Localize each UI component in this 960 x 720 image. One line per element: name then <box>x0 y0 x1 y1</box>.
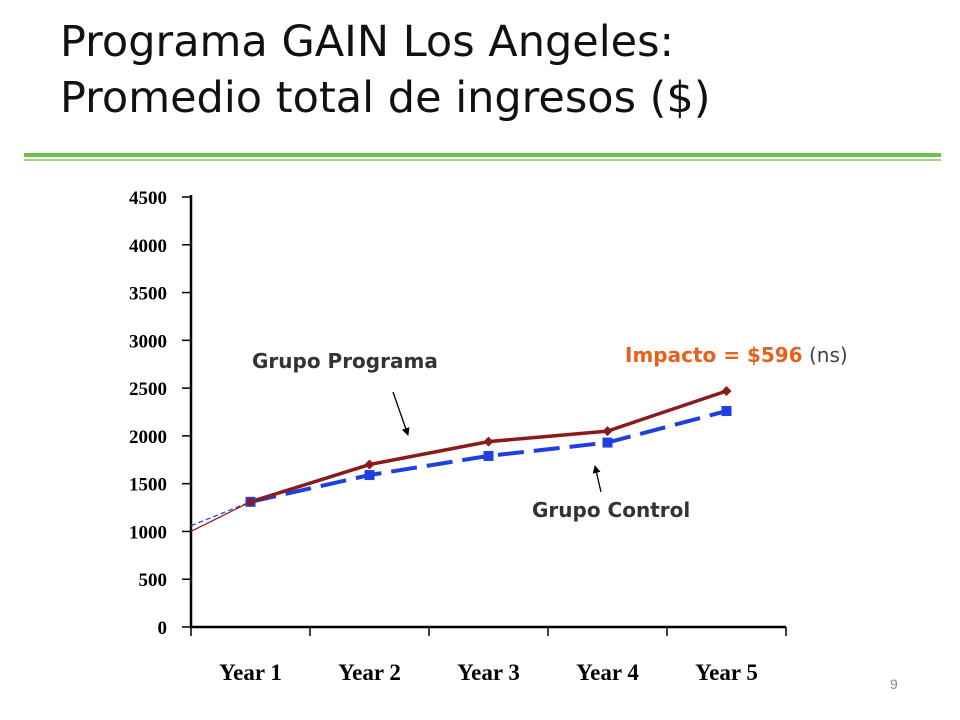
programa-point-marker <box>602 426 613 437</box>
x-category-label: Year 3 <box>457 660 520 685</box>
programa-annotation: Grupo Programa <box>252 349 438 373</box>
series-line-grupo-control <box>250 409 728 504</box>
impact-prefix: Impacto = <box>625 343 747 367</box>
control-lead-in-line <box>190 501 251 527</box>
y-tick-label: 4500 <box>129 188 167 209</box>
programa-point-marker <box>483 436 494 447</box>
y-tick-label: 4000 <box>129 236 167 257</box>
y-tick-label: 1500 <box>129 475 167 496</box>
programa-lead-in-line <box>190 501 251 532</box>
y-tick-label: 500 <box>139 570 168 591</box>
x-category-label: Year 1 <box>219 660 282 685</box>
slide-title-line1: Programa GAIN Los Angeles: <box>60 17 674 67</box>
slide-title: Programa GAIN Los Angeles: Promedio tota… <box>60 14 920 126</box>
programa-point-marker <box>364 459 375 470</box>
programa-point-marker <box>721 385 732 396</box>
x-category-label: Year 2 <box>338 660 401 685</box>
y-tick-label: 1000 <box>129 522 167 543</box>
y-tick-label: 3000 <box>129 331 167 352</box>
impact-suffix: (ns) <box>803 343 848 367</box>
x-category-label: Year 4 <box>576 660 639 685</box>
slide-title-line2: Promedio total de ingresos ($) <box>60 73 711 123</box>
y-tick-label: 3500 <box>129 284 167 305</box>
programa-point-marker <box>245 496 256 507</box>
title-divider-thick <box>24 153 941 157</box>
control-point-marker <box>364 470 375 481</box>
control-annotation-arrow <box>592 465 602 493</box>
x-category-label: Year 5 <box>695 660 758 685</box>
page-number: 9 <box>890 676 898 692</box>
impact-annotation: Impacto = $596 (ns) <box>625 343 848 367</box>
control-point-marker <box>602 437 613 448</box>
title-divider-thin <box>24 159 941 161</box>
y-tick-label: 0 <box>158 618 168 639</box>
programa-annotation-arrow <box>392 391 410 436</box>
y-tick-label: 2500 <box>129 379 167 400</box>
control-point-marker <box>721 406 732 417</box>
control-point-marker <box>483 450 494 461</box>
control-annotation: Grupo Control <box>532 498 690 522</box>
y-tick-label: 2000 <box>129 427 167 448</box>
chart-axes: 0 500 1000 1500 2000 2500 3000 3500 4000 4500 Year… <box>129 188 787 685</box>
impact-value: $596 <box>747 343 803 367</box>
chart-series <box>190 385 732 532</box>
